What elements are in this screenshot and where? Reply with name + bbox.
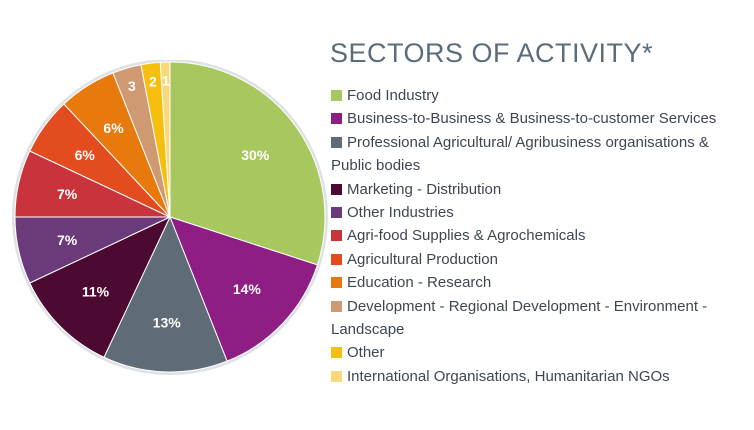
legend-label: Food Industry — [347, 87, 439, 104]
legend-label: Marketing - Distribution — [347, 180, 502, 198]
legend-label: Other Industries — [347, 204, 454, 222]
pie-slice-label-4: 11% — [82, 284, 110, 300]
pie-slice-3 — [103, 215, 228, 373]
legend-item: Education - Research — [331, 271, 741, 294]
legend-label: Professional Agricultural/ Agribusiness … — [331, 133, 709, 175]
legend-swatch — [331, 230, 342, 242]
legend-item: Development - Regional Development - Env… — [331, 295, 741, 342]
pie-slice-label-11: 1 — [162, 73, 170, 89]
legend-label: Agricultural Production — [347, 250, 498, 268]
pie-slice-label-10: 2 — [149, 74, 157, 90]
pie-slice-label-1: 30% — [241, 147, 270, 163]
pie-slice-11 — [159, 61, 171, 218]
legend-swatch — [331, 113, 342, 125]
legend-item: International Organisations, Humanitaria… — [331, 365, 741, 388]
legend-label: Agri-food Supplies & Agrochemicals — [347, 227, 586, 245]
legend-item: Professional Agricultural/ Agribusiness … — [331, 131, 741, 178]
pie-slice-label-9: 3 — [128, 78, 136, 94]
legend-item: Business-to-Business & Business-to-custo… — [331, 107, 741, 130]
legend-swatch — [331, 347, 342, 359]
pie-slice-label-8: 6% — [103, 120, 124, 136]
legend-item: Food Industry — [331, 84, 741, 107]
legend-swatch — [331, 136, 342, 148]
legend-item: Other Industries — [331, 201, 741, 224]
pie-slice-label-7: 6% — [75, 147, 96, 163]
pie-slice-2 — [169, 216, 319, 362]
legend-label: Business-to-Business & Business-to-custo… — [347, 110, 717, 128]
pie-slice-label-6: 7% — [57, 186, 78, 202]
legend-label: Development - Regional Development - Env… — [331, 297, 708, 339]
legend-swatch — [331, 183, 342, 195]
legend-label: Education - Research — [347, 274, 492, 292]
legend-label: International Organisations, Humanitaria… — [347, 367, 670, 385]
legend-item: Agricultural Production — [331, 248, 741, 271]
legend-swatch — [331, 300, 342, 312]
chart-title: SECTORS OF ACTIVITY* — [330, 38, 654, 68]
pie-slice-label-5: 7% — [57, 232, 78, 248]
pie-chart: 30% 14% 13% 11% 7% 7% 6% 6% 3 2 1 — [0, 60, 340, 400]
legend-item: Other — [331, 341, 741, 364]
pie-slice-4 — [29, 215, 172, 358]
pie-slice-label-3: 13% — [153, 314, 182, 330]
legend-item: Marketing - Distribution — [331, 178, 741, 201]
legend-swatch — [331, 207, 342, 219]
legend-swatch — [331, 370, 342, 382]
pie-slice-1 — [169, 61, 326, 266]
legend-swatch — [331, 90, 342, 101]
legend: Food Industry Business-to-Business & Busi… — [331, 84, 741, 388]
legend-item: Agri-food Supplies & Agrochemicals — [331, 224, 741, 247]
pie-slice-label-2: 14% — [233, 281, 262, 297]
pie-chart-svg: 30% 14% 13% 11% 7% 7% 6% 6% 3 2 1 — [12, 60, 328, 375]
legend-swatch — [331, 277, 342, 289]
legend-label: Other — [347, 344, 385, 362]
legend-swatch — [331, 253, 342, 265]
